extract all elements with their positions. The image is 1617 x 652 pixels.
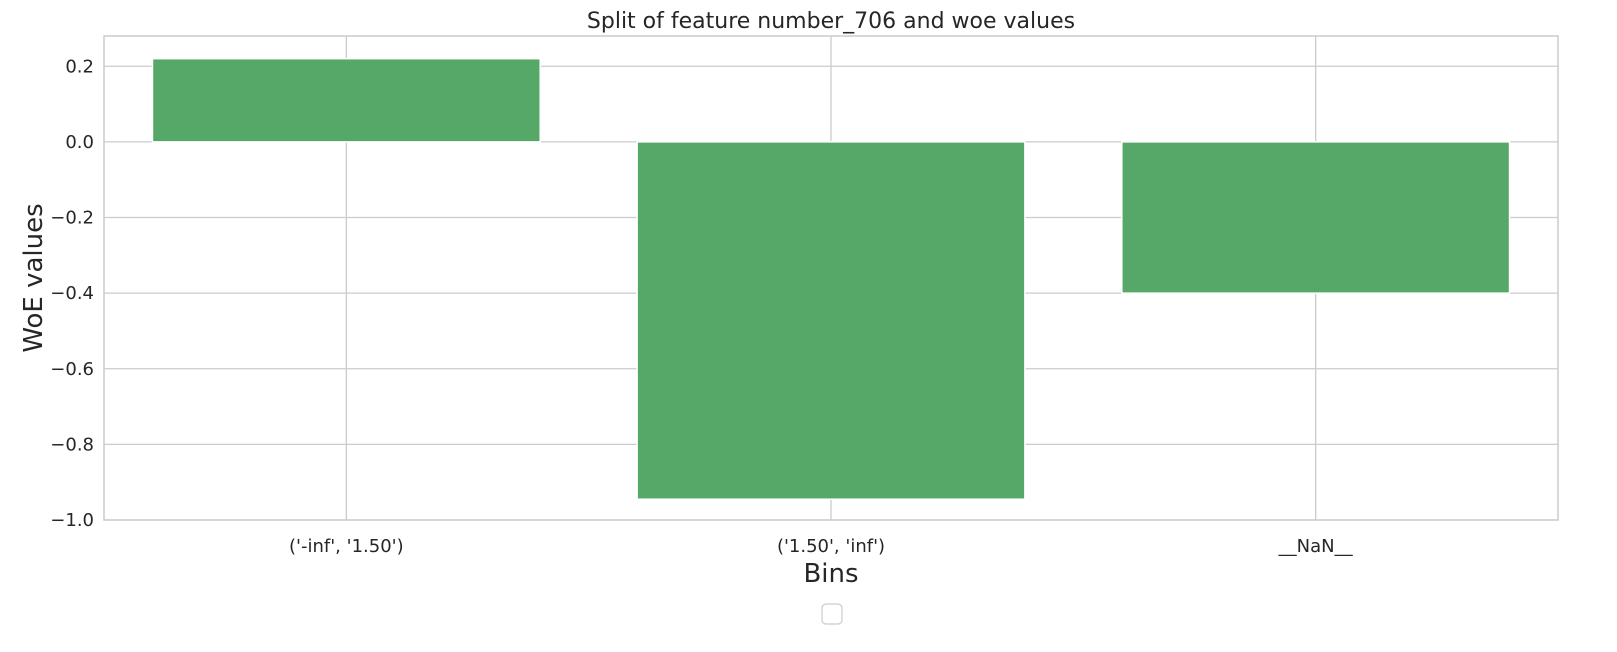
plot-frame — [103, 35, 1559, 521]
y-tick-label: 0.0 — [65, 132, 94, 153]
bars — [151, 57, 1511, 500]
y-tick-label: −0.2 — [50, 208, 94, 229]
legend-box — [821, 603, 843, 625]
y-axis-title: WoE values — [19, 203, 49, 352]
y-tick-label: −1.0 — [50, 510, 94, 531]
y-tick-label: −0.6 — [50, 359, 94, 380]
x-tick-label: ('-inf', '1.50') — [289, 536, 404, 557]
x-tick-label: ('1.50', 'inf') — [777, 536, 885, 557]
y-tick-label: −0.4 — [50, 283, 94, 304]
bar — [1121, 141, 1511, 294]
x-tick-labels: ('-inf', '1.50') ('1.50', 'inf') __NaN__ — [289, 536, 1354, 557]
y-tick-label: 0.2 — [65, 56, 94, 77]
x-tick-label: __NaN__ — [1278, 536, 1354, 557]
x-axis-title: Bins — [803, 559, 858, 589]
bar — [636, 141, 1026, 500]
y-tick-labels: 0.2 0.0 −0.2 −0.4 −0.6 −0.8 −1.0 — [50, 56, 94, 531]
chart-title: Split of feature number_706 and woe valu… — [587, 9, 1075, 34]
y-tick-label: −0.8 — [50, 434, 94, 455]
bar — [151, 57, 541, 143]
